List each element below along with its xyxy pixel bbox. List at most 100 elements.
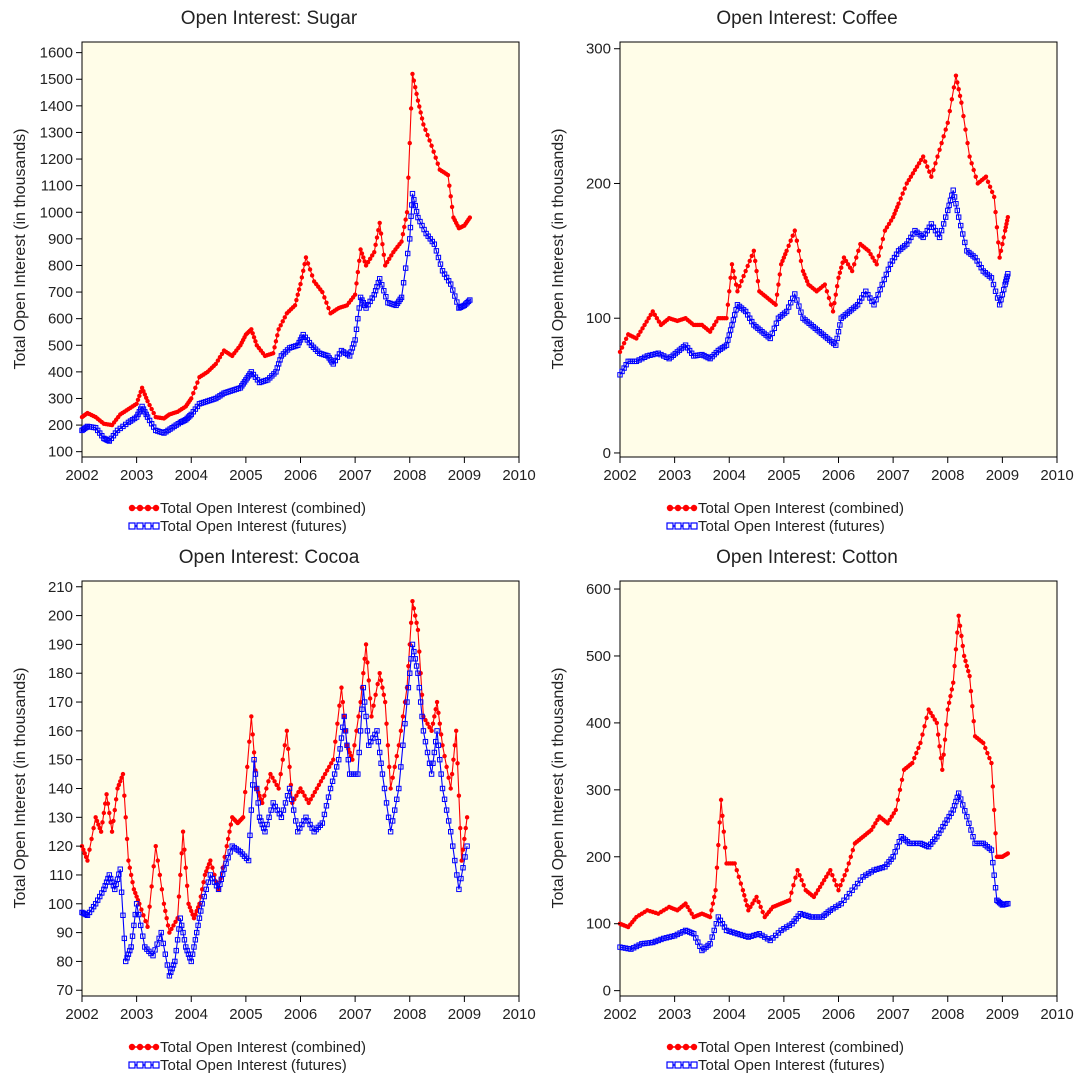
data-point <box>900 191 905 196</box>
data-point <box>155 858 160 863</box>
data-point <box>771 325 778 332</box>
legend-symbol <box>690 1043 698 1051</box>
data-point <box>811 894 817 900</box>
data-point <box>303 255 309 260</box>
data-point <box>450 843 456 849</box>
data-point <box>205 879 212 885</box>
data-point <box>639 941 645 947</box>
data-point <box>752 898 757 903</box>
data-point <box>436 710 441 716</box>
data-point <box>923 159 928 164</box>
data-point <box>938 227 945 234</box>
series-futures <box>79 641 470 979</box>
data-point <box>988 275 995 281</box>
data-point <box>406 663 411 669</box>
data-point <box>844 867 849 873</box>
data-point <box>302 261 307 267</box>
legend-label-combined: Total Open Interest (combined) <box>698 500 904 517</box>
data-point <box>989 760 994 766</box>
data-point <box>760 909 765 915</box>
legend-symbol <box>666 1061 674 1069</box>
data-point <box>898 196 903 201</box>
data-point <box>352 292 358 297</box>
x-tick-label: 2007 <box>876 1006 909 1023</box>
y-tick-label: 300 <box>48 390 73 407</box>
data-point <box>373 242 378 248</box>
data-point <box>355 771 361 777</box>
data-point <box>137 393 142 399</box>
data-point <box>434 728 440 734</box>
data-point <box>910 171 916 176</box>
data-point <box>292 797 297 802</box>
data-point <box>441 796 448 803</box>
data-point <box>745 934 752 940</box>
data-point <box>837 270 843 275</box>
data-point <box>748 933 754 939</box>
data-point <box>171 923 176 928</box>
x-tick-label: 2004 <box>175 467 208 484</box>
data-point <box>113 797 119 802</box>
y-tick-label: 0 <box>603 983 611 1000</box>
data-point <box>280 757 285 762</box>
data-point <box>736 874 742 880</box>
data-point <box>822 282 828 287</box>
data-point <box>278 814 285 821</box>
data-point <box>377 749 383 756</box>
data-point <box>106 872 113 878</box>
data-point <box>623 336 629 341</box>
data-point <box>206 861 212 867</box>
data-point <box>940 767 945 772</box>
data-point <box>914 164 920 169</box>
data-point <box>260 825 267 831</box>
data-point <box>260 800 265 806</box>
data-point <box>314 786 320 791</box>
data-point <box>358 247 363 252</box>
data-point <box>268 771 273 777</box>
data-point <box>428 771 435 777</box>
data-point <box>138 922 144 929</box>
data-point <box>451 757 456 762</box>
data-point <box>320 289 325 295</box>
data-point <box>796 303 802 309</box>
data-point <box>652 351 659 357</box>
data-point <box>824 874 829 880</box>
data-point <box>424 749 431 756</box>
data-point <box>960 802 966 808</box>
data-point <box>134 401 139 406</box>
data-point <box>257 793 262 798</box>
legend-symbol <box>690 1061 698 1069</box>
data-point <box>617 349 623 355</box>
data-point <box>795 867 800 873</box>
legend-label-futures: Total Open Interest (futures) <box>160 1057 347 1074</box>
data-point <box>655 937 661 944</box>
data-point <box>878 245 884 250</box>
data-point <box>169 965 175 972</box>
data-point <box>908 174 914 179</box>
y-tick-label: 170 <box>48 694 73 711</box>
data-point <box>891 811 897 816</box>
data-point <box>652 938 659 945</box>
data-point <box>868 869 874 875</box>
data-point <box>899 777 905 782</box>
data-point <box>191 944 197 950</box>
x-tick-label: 2009 <box>448 467 481 484</box>
data-point <box>176 894 182 899</box>
data-point <box>619 345 625 350</box>
data-point <box>398 728 404 734</box>
data-point <box>746 908 751 913</box>
data-point <box>414 91 419 97</box>
data-point <box>959 633 964 639</box>
data-point <box>968 688 974 694</box>
data-point <box>360 684 367 691</box>
data-point <box>169 926 174 932</box>
data-point <box>866 248 871 254</box>
data-point <box>803 912 809 919</box>
data-point <box>793 875 798 880</box>
data-point <box>410 71 415 77</box>
data-point <box>407 236 413 242</box>
data-point <box>253 339 258 344</box>
data-point <box>142 392 148 397</box>
data-point <box>356 714 361 719</box>
data-point <box>196 915 203 921</box>
data-point <box>109 829 115 834</box>
